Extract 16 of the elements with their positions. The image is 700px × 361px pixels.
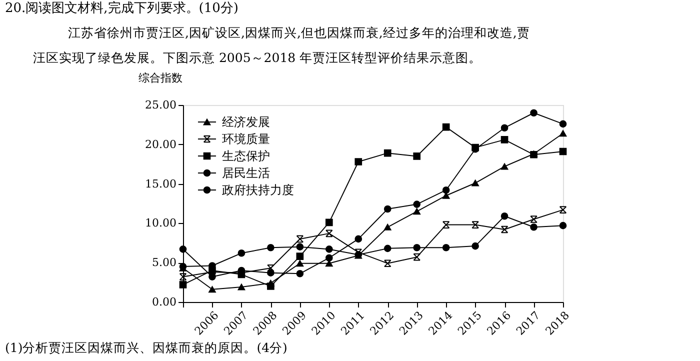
y-tick-label: 20.00: [145, 138, 176, 151]
text: 江苏省徐州市贾汪区,因矿设区,因煤而兴,但也因煤而衰,经过多年的治理和改造,贾: [68, 25, 530, 40]
legend-label: 生态保护: [222, 149, 270, 163]
legend-label: 政府扶持力度: [222, 183, 294, 197]
text: (1)分析贾汪区因煤而兴、因煤而衰的原因。(4分): [5, 340, 288, 355]
legend-label: 居民生活: [222, 166, 270, 180]
y-tick-label: 5.00: [152, 256, 176, 270]
y-tick-label: 0.00: [152, 296, 176, 308]
y-tick-label: 15.00: [145, 177, 176, 190]
text: 汪区实现了绿色发展。下图示意 2005～2018 年贾汪区转型评价结果示意图。: [33, 50, 482, 65]
y-tick-label: 25.00: [145, 98, 176, 112]
chart-title: 20.阅读图文材料,完成下列要求。(10分): [5, 0, 238, 16]
y-tick-label: 10.00: [145, 216, 176, 230]
legend-label: 经济发展: [222, 115, 270, 129]
legend-label: 环境质量: [222, 132, 270, 146]
y-axis-title: 综合指数: [138, 72, 182, 84]
